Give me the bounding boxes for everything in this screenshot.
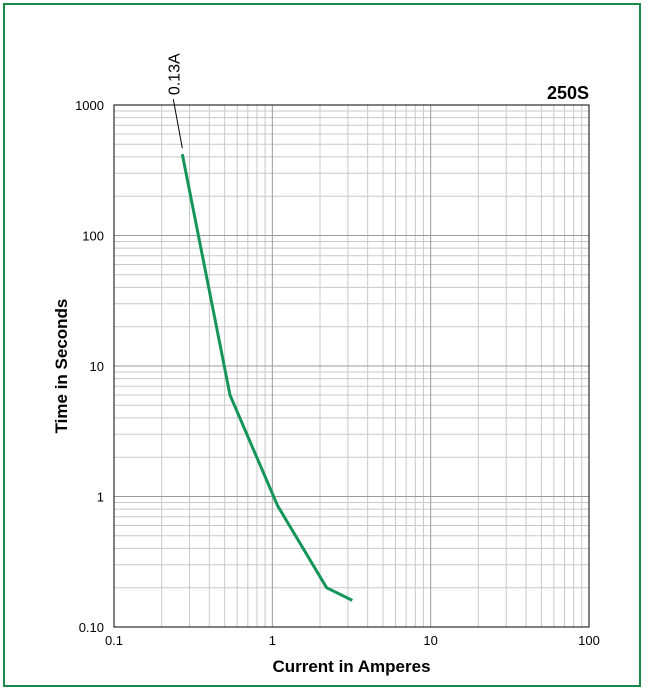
- chart-title: 250S: [547, 83, 589, 103]
- x-tick-label: 10: [423, 633, 437, 648]
- annotation-leader-line: [172, 99, 183, 149]
- x-tick-label: 100: [578, 633, 600, 648]
- chart-frame: [3, 3, 641, 687]
- plot-border: [113, 104, 590, 628]
- x-axis-label: Current in Amperes: [272, 657, 430, 676]
- y-tick-label: 0.10: [79, 620, 104, 635]
- y-tick-label: 1000: [75, 98, 104, 113]
- y-tick-label: 100: [82, 229, 104, 244]
- x-tick-label: 1: [269, 633, 276, 648]
- y-tick-labels: 0.10 1 10 100 1000: [75, 98, 104, 635]
- y-axis-label: Time in Seconds: [52, 299, 71, 434]
- series-line: [180, 153, 353, 602]
- annotation-label: 0.13A: [166, 53, 183, 95]
- y-tick-label: 10: [90, 359, 104, 374]
- x-tick-labels: 0.1 1 10 100: [105, 633, 600, 648]
- y-tick-label: 1: [97, 490, 104, 505]
- x-tick-label: 0.1: [105, 633, 123, 648]
